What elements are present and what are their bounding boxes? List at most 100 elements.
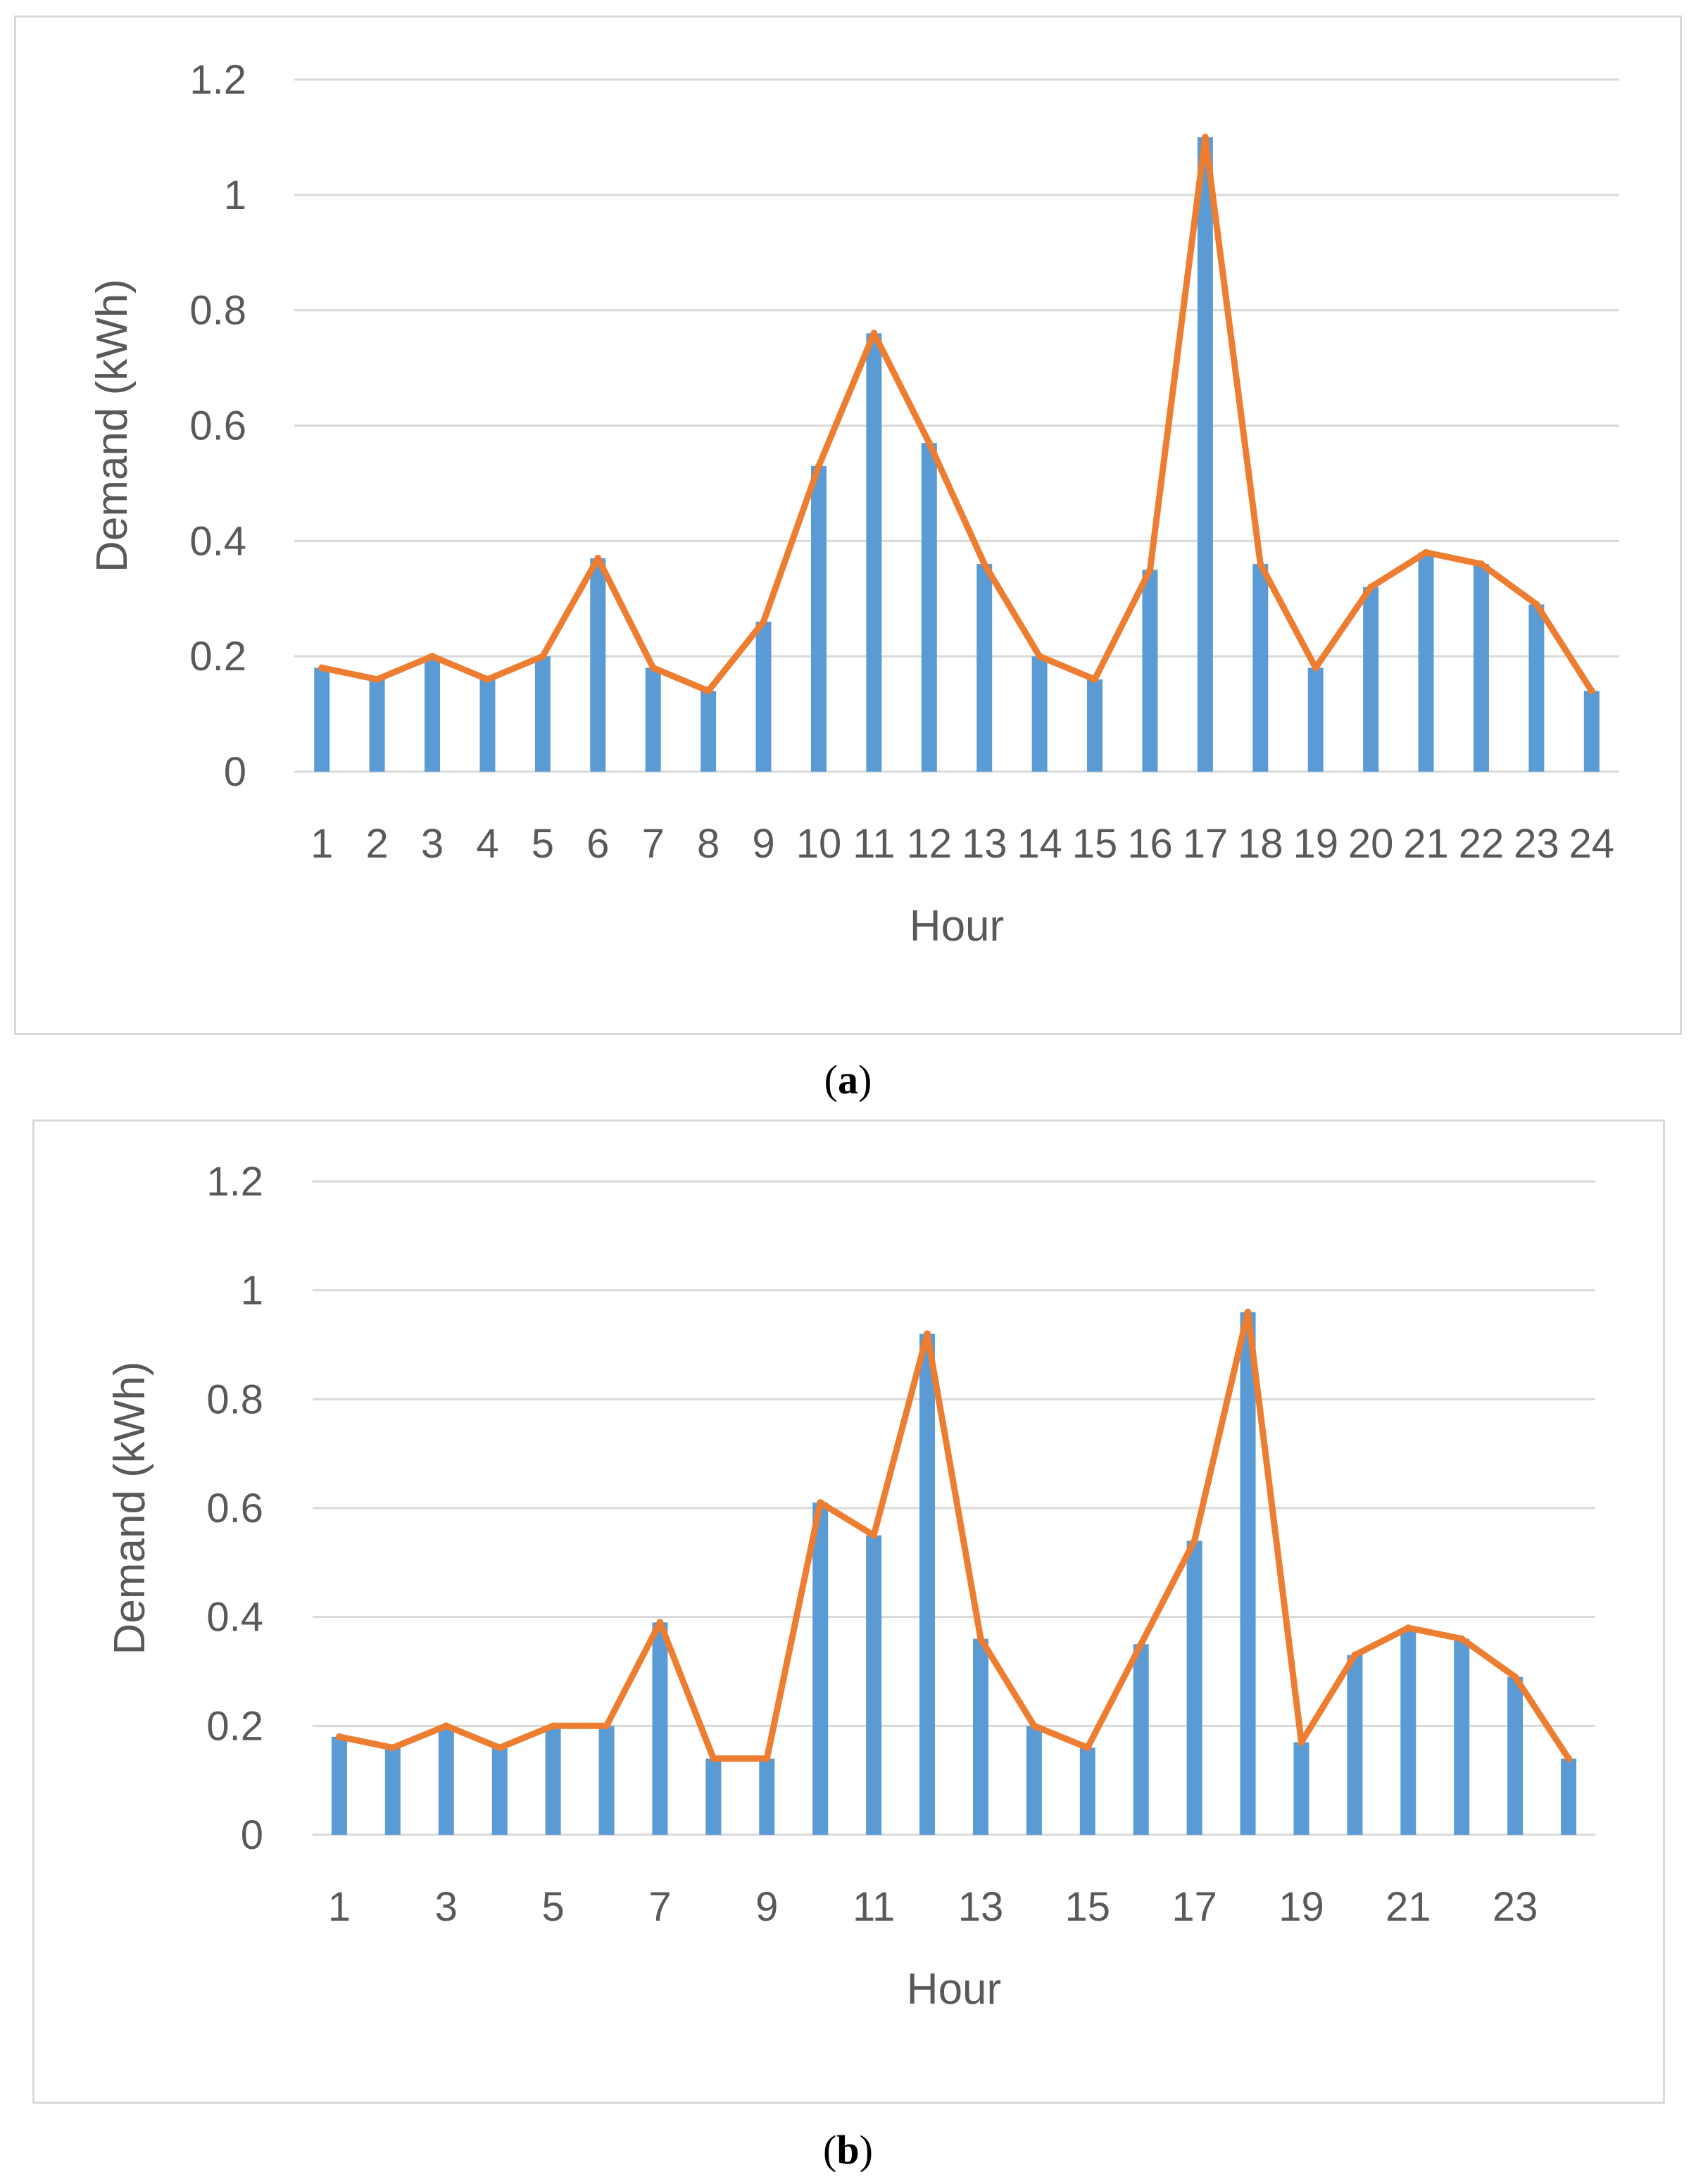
line-point [1201, 133, 1209, 141]
x-tick-label: 7 [642, 821, 665, 867]
line-point [1298, 1738, 1305, 1746]
line-point [1083, 1744, 1091, 1752]
bar [866, 333, 882, 772]
x-tick-label: 7 [648, 1884, 671, 1930]
x-tick-label: 9 [755, 1884, 778, 1930]
bar [810, 465, 827, 772]
line-point [656, 1619, 664, 1626]
x-tick-label: 19 [1279, 1884, 1324, 1930]
x-tick-label: 6 [586, 821, 609, 867]
line-point [976, 1635, 984, 1643]
line-point [603, 1722, 610, 1730]
line-point [870, 1531, 878, 1539]
x-tick-label: 22 [1459, 821, 1505, 867]
x-tick-label: 3 [421, 821, 444, 867]
bar [1507, 1676, 1524, 1835]
y-tick-label: 0.4 [206, 1595, 263, 1640]
bar [534, 656, 551, 772]
y-tick-label: 0.2 [189, 634, 246, 679]
y-tick-label: 1.2 [206, 1159, 263, 1205]
x-tick-label: 16 [1127, 821, 1173, 867]
x-tick-label: 9 [752, 821, 774, 867]
line-point [496, 1744, 503, 1752]
x-tick-label: 21 [1403, 821, 1449, 867]
line-point [815, 462, 822, 470]
x-tick-label: 20 [1348, 821, 1394, 867]
y-tick-label: 0 [224, 749, 246, 795]
line-point [1351, 1651, 1359, 1659]
line-point [442, 1722, 450, 1730]
line-point [318, 664, 326, 672]
y-tick-label: 1.2 [189, 57, 246, 103]
bar [1307, 667, 1324, 772]
bar [701, 691, 717, 772]
y-tick-label: 1 [241, 1268, 263, 1314]
y-axis-title: Demand (kWh) [88, 279, 137, 572]
line-point [925, 439, 933, 447]
bar [919, 1333, 936, 1835]
x-tick-label: 17 [1183, 821, 1229, 867]
bar [1026, 1726, 1042, 1835]
line-point [1036, 653, 1043, 660]
line-point [760, 618, 767, 626]
x-tick-label: 8 [697, 821, 720, 867]
x-tick-label: 1 [328, 1884, 351, 1930]
x-tick-label: 11 [853, 821, 895, 867]
chart-panel-b [32, 1119, 1665, 2104]
line-point [335, 1733, 343, 1740]
bar [972, 1638, 988, 1835]
y-tick-label: 0 [241, 1812, 263, 1858]
x-tick-label: 18 [1238, 821, 1283, 867]
y-tick-label: 1 [224, 172, 246, 218]
y-tick-label: 0.6 [189, 403, 246, 449]
x-tick-label: 24 [1569, 821, 1615, 867]
x-tick-label: 13 [958, 1884, 1004, 1930]
bar [1293, 1742, 1309, 1835]
y-tick-label: 0.8 [189, 288, 246, 334]
line-point [1312, 664, 1319, 672]
x-tick-label: 14 [1017, 821, 1062, 867]
line-series [318, 134, 1595, 694]
line-point [539, 653, 546, 660]
line-point [981, 560, 988, 568]
x-axis-title: Hour [907, 1965, 1001, 2014]
bar [921, 443, 937, 772]
bar [1363, 586, 1379, 772]
bar [645, 667, 661, 772]
bar [1347, 1655, 1363, 1835]
y-tick-label: 0.4 [189, 518, 246, 564]
line-point [705, 687, 712, 695]
caption-b-label: b [836, 2127, 860, 2173]
x-tick-label: 23 [1493, 1884, 1538, 1930]
y-tick-label: 0.8 [206, 1376, 263, 1422]
line-point [1533, 601, 1540, 608]
line-series [336, 1309, 1572, 1762]
caption-a: (a) [824, 1057, 872, 1103]
line-point [1191, 1537, 1198, 1545]
line-point [1458, 1635, 1466, 1643]
line-point [1422, 548, 1430, 556]
x-tick-label: 17 [1172, 1884, 1217, 1930]
bar [438, 1726, 454, 1835]
bar [590, 558, 606, 772]
x-tick-label: 15 [1065, 1884, 1111, 1930]
line-point [429, 653, 436, 660]
line-point [1257, 560, 1264, 568]
bar [1079, 1747, 1095, 1835]
bar [1561, 1758, 1577, 1835]
bar [331, 1736, 347, 1835]
x-tick-label: 12 [907, 821, 953, 867]
x-tick-label: 15 [1072, 821, 1118, 867]
bar [1142, 570, 1158, 772]
bar [479, 679, 496, 772]
bar [1197, 137, 1213, 772]
bar [759, 1758, 775, 1835]
line-point [484, 675, 491, 683]
line-point [594, 554, 602, 562]
bar [1454, 1638, 1470, 1835]
line-point [373, 675, 381, 683]
line-point [1030, 1722, 1038, 1730]
bar [705, 1758, 722, 1835]
line-point [710, 1755, 717, 1762]
x-tick-label: 10 [796, 821, 842, 867]
